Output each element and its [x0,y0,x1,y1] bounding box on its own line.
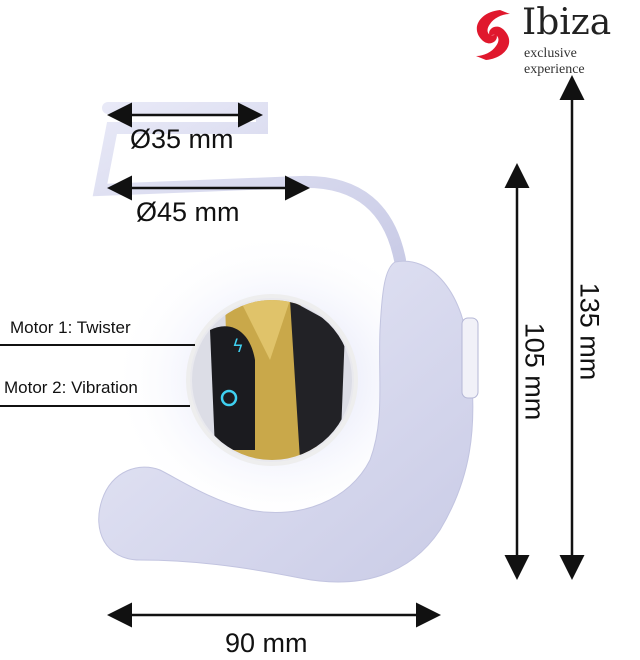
insertable-length-label: 105 mm [519,322,550,421]
brand-logo-mark [476,10,510,60]
power-button-icon[interactable] [220,389,238,407]
ring-outer-label: Ø45 mm [136,197,240,227]
device-body [98,260,474,583]
brand-tagline: exclusive experience [524,46,585,77]
width-label: 90 mm [225,628,308,658]
motor2-label: Motor 2: Vibration [4,378,138,397]
motor1-label: Motor 1: Twister [10,318,131,337]
control-panel [461,317,479,399]
brand-name: Ibiza [522,2,612,43]
motor1-button-icon[interactable]: ϟ [232,336,244,357]
motor-detail-inset: ϟ [186,294,358,466]
brand-logo: Ibiza exclusive experience [470,2,638,77]
device-ring [92,102,406,266]
total-length-label: 135 mm [574,282,605,381]
ring-inner-label: Ø35 mm [130,124,234,154]
